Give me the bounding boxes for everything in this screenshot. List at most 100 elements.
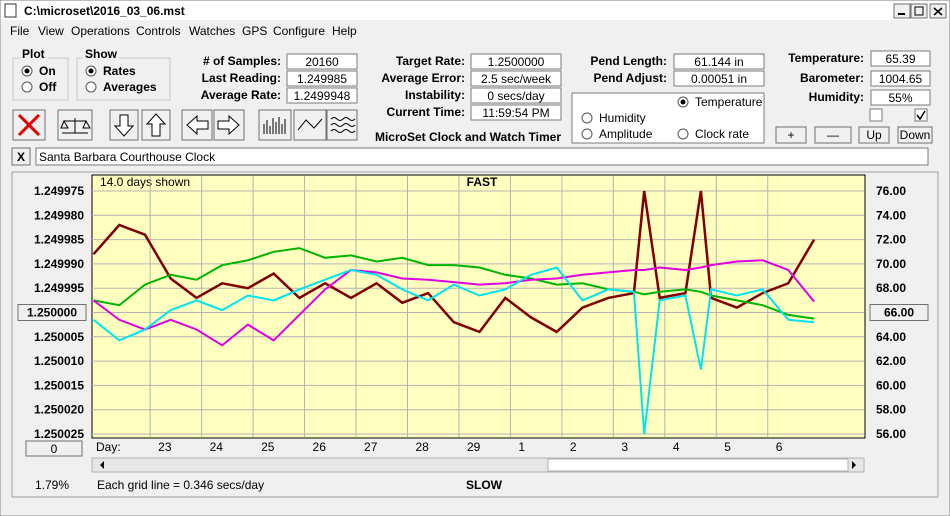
radio-button[interactable] xyxy=(677,128,689,140)
grid-note: Each grid line = 0.346 secs/day xyxy=(97,478,264,492)
menu-item[interactable]: GPS xyxy=(242,24,267,38)
field-value: 20160 xyxy=(305,55,339,69)
balance-icon xyxy=(60,118,91,134)
y-tick-label: 1.250000 xyxy=(27,306,77,320)
field-label: # of Samples: xyxy=(203,54,281,68)
checkmark xyxy=(916,110,926,121)
button[interactable] xyxy=(775,126,807,144)
y-tick-label: 1.250015 xyxy=(34,378,84,392)
menu-item[interactable]: View xyxy=(38,24,64,38)
left-icon xyxy=(186,114,209,136)
y-tick-label: 1.249975 xyxy=(34,184,84,198)
field-label: Barometer: xyxy=(800,71,864,85)
clock-close-button[interactable] xyxy=(11,147,31,166)
radio-button[interactable] xyxy=(581,128,593,140)
x-tick-label: 2 xyxy=(570,440,577,454)
x-tick-label: 29 xyxy=(467,440,481,454)
button[interactable] xyxy=(814,126,852,144)
y-tick-label: 1.249980 xyxy=(34,208,84,222)
slow-label: SLOW xyxy=(466,478,503,492)
field-label: Temperature: xyxy=(788,51,864,65)
legend-label: Clock rate xyxy=(695,127,749,141)
field-label: Current Time: xyxy=(387,105,465,119)
checkbox[interactable] xyxy=(914,108,928,122)
y2-tick-label: 66.00 xyxy=(884,306,914,320)
menu-item[interactable]: Help xyxy=(332,24,357,38)
show-group-title: Show xyxy=(85,47,118,61)
x-tick-label: 23 xyxy=(158,440,172,454)
fast-label: FAST xyxy=(467,175,498,189)
button[interactable] xyxy=(897,126,933,144)
series-line xyxy=(93,247,815,320)
menu-item[interactable]: Watches xyxy=(189,24,235,38)
x-tick-label: 5 xyxy=(724,440,731,454)
y2-tick-label: 62.00 xyxy=(876,354,906,368)
bars-icon xyxy=(263,117,286,134)
button-label: Down xyxy=(900,128,931,142)
scrollbar-thumb[interactable] xyxy=(547,458,849,472)
clock-name-box[interactable] xyxy=(35,147,929,166)
field-box xyxy=(286,87,358,104)
field-value: 61.144 in xyxy=(694,55,743,69)
radio-button[interactable] xyxy=(21,81,33,93)
scroll-value-box[interactable] xyxy=(25,440,83,457)
x-tick-label: 25 xyxy=(261,440,275,454)
y2-tick-label: 58.00 xyxy=(876,403,906,417)
field-value: 0.00051 in xyxy=(691,72,747,86)
menu-item[interactable]: Controls xyxy=(136,24,181,38)
y2-tick-label: 72.00 xyxy=(876,233,906,247)
app-icon xyxy=(4,3,17,18)
field-value: 1004.65 xyxy=(879,72,923,86)
y2-tick-label: 74.00 xyxy=(876,208,906,222)
y-tick-label: 1.250025 xyxy=(34,427,84,441)
y2-tick-label: 76.00 xyxy=(876,184,906,198)
minimize-button[interactable] xyxy=(893,3,911,19)
field-box xyxy=(870,70,931,87)
x-tick-label: 4 xyxy=(673,440,680,454)
y2-tick-label: 70.00 xyxy=(876,257,906,271)
field-label: Target Rate: xyxy=(396,54,465,68)
field-label: Pend Length: xyxy=(590,54,667,68)
stop-icon xyxy=(17,113,41,137)
menu-item[interactable]: Operations xyxy=(71,24,130,38)
wave-button[interactable] xyxy=(293,109,327,141)
toolbar xyxy=(12,109,358,141)
menu-item[interactable]: Configure xyxy=(273,24,325,38)
y-tick-label: 1.250005 xyxy=(34,330,84,344)
y2-tick-label: 64.00 xyxy=(876,330,906,344)
legend-label: Amplitude xyxy=(599,127,653,141)
clock-name: Santa Barbara Courthouse Clock xyxy=(39,150,216,164)
wave-icon xyxy=(297,118,323,131)
plot-group-title-bg xyxy=(20,50,48,60)
radio-button[interactable] xyxy=(581,112,593,124)
y2-tick-label: 68.00 xyxy=(876,281,906,295)
range-note: 14.0 days shown xyxy=(100,175,190,189)
x-tick-label: 26 xyxy=(313,440,327,454)
close-glyph xyxy=(933,7,943,16)
x-label: Day: xyxy=(96,440,121,454)
checkbox[interactable] xyxy=(869,108,883,122)
x-tick-label: 6 xyxy=(776,440,783,454)
radio-button[interactable] xyxy=(85,81,97,93)
status: 1.79% xyxy=(35,478,69,492)
field-box xyxy=(470,70,562,87)
field-box xyxy=(286,53,358,70)
legend-label: Humidity xyxy=(599,111,646,125)
center-tick-box[interactable] xyxy=(869,304,929,321)
center-tick-box[interactable] xyxy=(17,304,87,321)
window-controls[interactable] xyxy=(893,3,947,19)
maximize-button[interactable] xyxy=(910,3,928,19)
scroll-value: 0 xyxy=(51,442,58,456)
y2-tick-label: 60.00 xyxy=(876,378,906,392)
noise-button[interactable] xyxy=(326,109,358,141)
button[interactable] xyxy=(858,126,890,144)
field-label: Humidity: xyxy=(809,90,864,104)
field-value: 65.39 xyxy=(885,52,915,66)
menu-item[interactable]: File xyxy=(10,24,30,38)
x-tick-label: 24 xyxy=(210,440,224,454)
field-box xyxy=(470,104,562,121)
field-box xyxy=(470,53,562,70)
radio-label: Off xyxy=(39,80,57,94)
radio-dot xyxy=(24,68,30,74)
